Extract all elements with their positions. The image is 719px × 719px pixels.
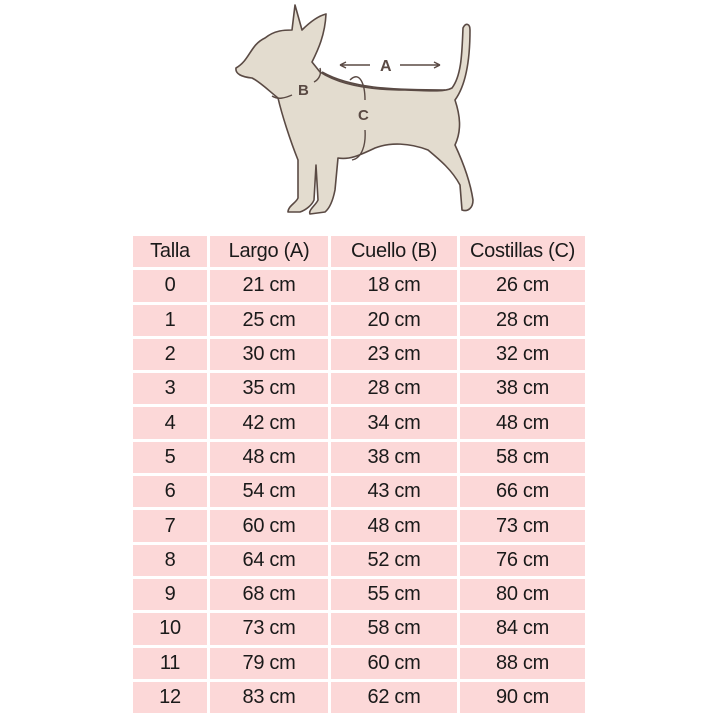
label-b: B	[298, 82, 309, 99]
table-cell: 80 cm	[460, 578, 585, 611]
table-cell: 58 cm	[460, 441, 585, 474]
table-cell: 48 cm	[331, 510, 457, 542]
table-cell: 32 cm	[460, 338, 585, 371]
table-cell: 20 cm	[331, 304, 457, 336]
table-cell: 38 cm	[331, 441, 457, 474]
header-largo: Largo (A)	[210, 236, 328, 268]
dog-measurement-illustration: A B C	[235, 4, 474, 215]
table-cell: 2	[133, 338, 207, 371]
neck-curve-b	[271, 67, 322, 99]
table-cell: 34 cm	[331, 407, 457, 439]
table-cell: 83 cm	[210, 681, 328, 714]
table-cell: 73 cm	[460, 510, 585, 542]
table-cell: 10	[133, 613, 207, 645]
header-talla: Talla	[133, 236, 207, 268]
table-cell: 64 cm	[210, 544, 328, 576]
table-cell: 7	[133, 510, 207, 542]
table-cell: 68 cm	[210, 578, 328, 611]
table-cell: 90 cm	[460, 681, 585, 714]
table-cell: 3	[133, 373, 207, 405]
table-cell: 11	[133, 647, 207, 679]
table-cell: 23 cm	[331, 338, 457, 371]
table-cell: 60 cm	[210, 510, 328, 542]
arrow-a	[339, 61, 441, 69]
table-cell: 35 cm	[210, 373, 328, 405]
header-cuello: Cuello (B)	[331, 236, 457, 268]
table-cell: 18 cm	[331, 270, 457, 302]
table-cell: 12	[133, 681, 207, 714]
table-cell: 9	[133, 578, 207, 611]
table-cell: 1	[133, 304, 207, 336]
table-cell: 48 cm	[210, 441, 328, 474]
back-line	[321, 71, 446, 91]
table-cell: 4	[133, 407, 207, 439]
table-cell: 54 cm	[210, 476, 328, 508]
table-cell: 84 cm	[460, 613, 585, 645]
table-cell: 62 cm	[331, 681, 457, 714]
label-a: A	[380, 58, 392, 75]
table-cell: 28 cm	[460, 304, 585, 336]
table-cell: 30 cm	[210, 338, 328, 371]
table-cell: 25 cm	[210, 304, 328, 336]
table-cell: 76 cm	[460, 544, 585, 576]
table-cell: 66 cm	[460, 476, 585, 508]
table-cell: 60 cm	[331, 647, 457, 679]
table-cell: 88 cm	[460, 647, 585, 679]
size-table: Talla Largo (A) Cuello (B) Costillas (C) 0 21…	[133, 236, 585, 714]
table-cell: 21 cm	[210, 270, 328, 302]
table-cell: 55 cm	[331, 578, 457, 611]
table-cell: 42 cm	[210, 407, 328, 439]
header-costillas: Costillas (C)	[460, 236, 585, 268]
table-cell: 73 cm	[210, 613, 328, 645]
label-c: C	[358, 107, 369, 124]
table-cell: 8	[133, 544, 207, 576]
table-cell: 26 cm	[460, 270, 585, 302]
table-cell: 38 cm	[460, 373, 585, 405]
table-cell: 58 cm	[331, 613, 457, 645]
table-cell: 28 cm	[331, 373, 457, 405]
table-cell: 6	[133, 476, 207, 508]
table-cell: 5	[133, 441, 207, 474]
dog-silhouette	[235, 4, 474, 215]
chest-curve-c	[349, 76, 366, 161]
table-cell: 43 cm	[331, 476, 457, 508]
table-cell: 48 cm	[460, 407, 585, 439]
table-cell: 52 cm	[331, 544, 457, 576]
table-cell: 0	[133, 270, 207, 302]
table-cell: 79 cm	[210, 647, 328, 679]
